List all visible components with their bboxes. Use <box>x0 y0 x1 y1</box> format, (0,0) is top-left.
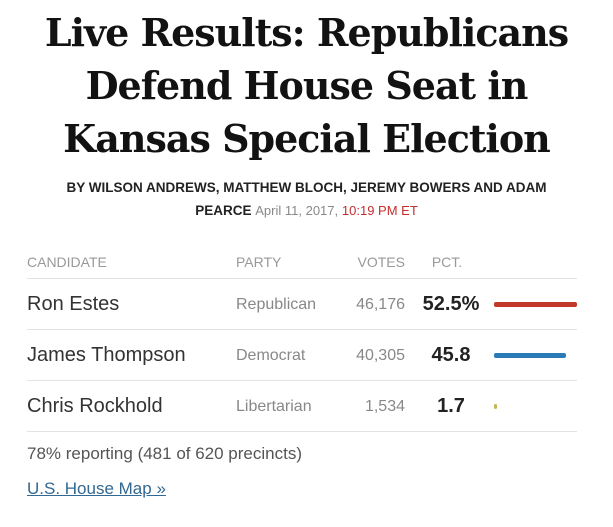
candidate-votes: 40,305 <box>356 347 405 364</box>
byline-time: 10:19 PM ET <box>341 203 418 218</box>
vote-share-bar <box>494 302 577 307</box>
candidate-name: James Thompson <box>27 344 186 366</box>
candidate-pct: 45.8 <box>431 344 471 366</box>
candidate-name: Ron Estes <box>27 293 120 315</box>
candidate-pct: 1.7 <box>437 395 465 417</box>
vote-share-bar-track <box>494 353 577 358</box>
candidate-votes: 46,176 <box>356 296 405 313</box>
precincts-reporting: 78% reporting (481 of 620 precincts) <box>27 444 302 463</box>
vote-share-bar <box>494 404 497 409</box>
byline-date: April 11, 2017, <box>255 203 339 218</box>
candidate-name: Chris Rockhold <box>27 395 163 417</box>
vote-share-bar <box>494 353 566 358</box>
table-row: Chris Rockhold Libertarian 1,534 1.7 <box>27 381 577 432</box>
candidate-pct: 52.5% <box>422 293 480 315</box>
results-table: CANDIDATE PARTY VOTES PCT. Ron Estes Rep… <box>27 249 577 432</box>
table-row: James Thompson Democrat 40,305 45.8 <box>27 330 577 381</box>
header-votes: VOTES <box>357 254 405 270</box>
headline-line: Live Results: Republicans <box>44 10 569 55</box>
byline-authors: By Wilson Andrews, Matthew Bloch, Jeremy… <box>66 180 547 195</box>
vote-share-bar-track <box>494 404 577 409</box>
candidate-party: Republican <box>236 296 317 313</box>
byline: By Wilson Andrews, Matthew Bloch, Jeremy… <box>20 176 593 222</box>
byline-authors-cont: Pearce <box>195 203 252 218</box>
table-row: Ron Estes Republican 46,176 52.5% <box>27 279 577 330</box>
header-candidate: CANDIDATE <box>27 254 107 270</box>
candidate-party: Libertarian <box>236 398 312 415</box>
headline-line: Defend House Seat in <box>85 63 529 108</box>
candidate-party: Democrat <box>236 347 306 364</box>
vote-share-bar-track <box>494 302 577 307</box>
table-header: CANDIDATE PARTY VOTES PCT. <box>27 249 577 279</box>
candidate-votes: 1,534 <box>364 398 405 415</box>
header-party: PARTY <box>236 254 282 270</box>
header-pct: PCT. <box>431 254 463 270</box>
house-map-link[interactable]: U.S. House Map » <box>27 479 166 498</box>
headline-line: Kansas Special Election <box>63 116 551 161</box>
headline: Live Results: Republicans Defend House S… <box>0 6 613 165</box>
